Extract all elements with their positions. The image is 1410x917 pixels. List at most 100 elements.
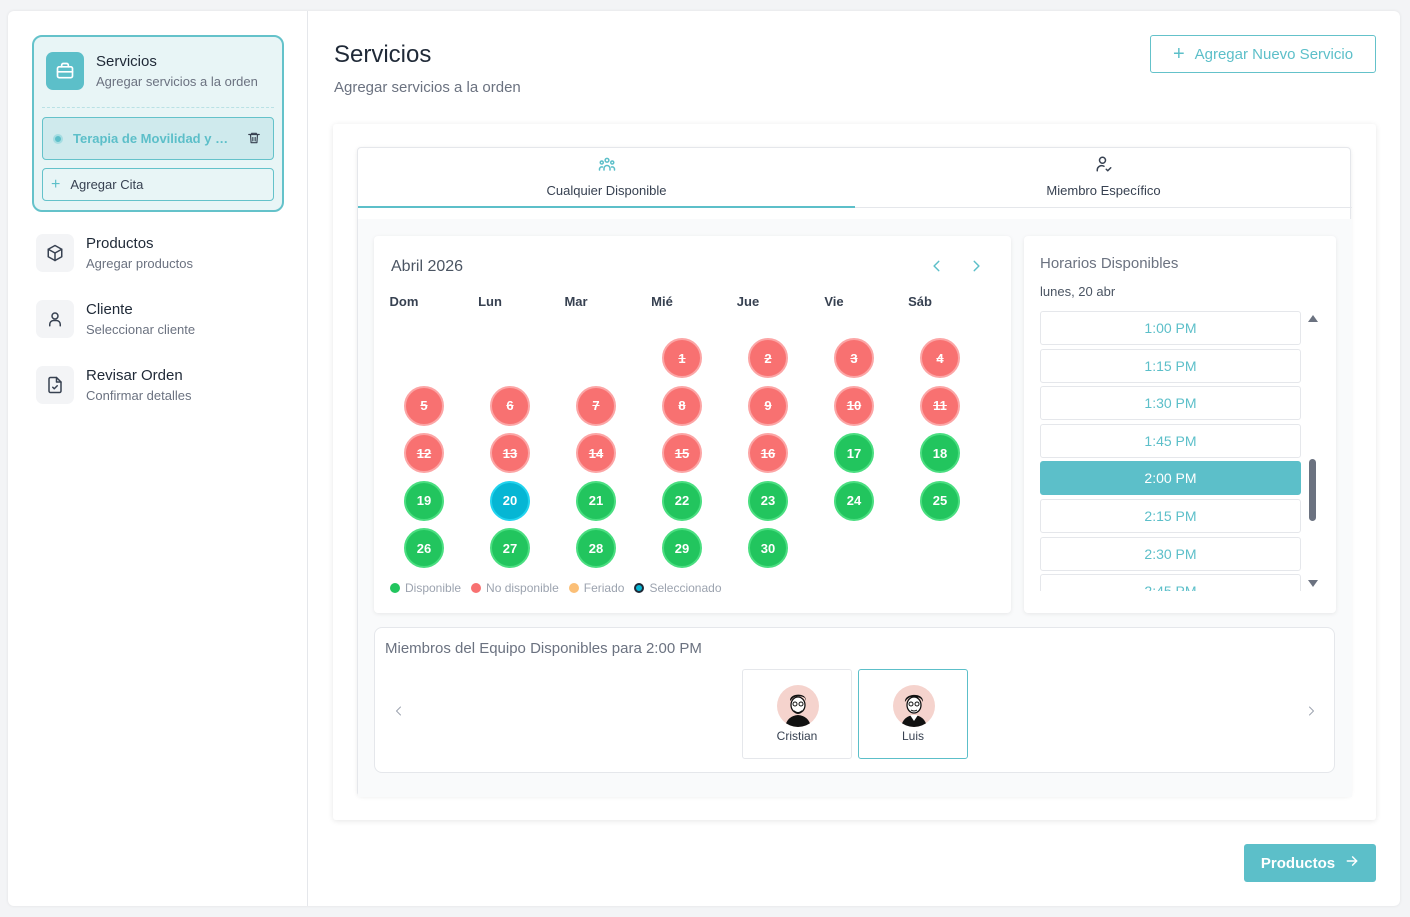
tab-miembro-especifico[interactable]: Miembro Específico bbox=[855, 148, 1352, 208]
chevron-right-icon[interactable] bbox=[964, 254, 988, 278]
step-cliente[interactable]: Cliente Seleccionar cliente bbox=[36, 300, 296, 344]
scroll-up-icon[interactable] bbox=[1308, 315, 1318, 322]
calendar-day[interactable]: 23 bbox=[748, 480, 788, 521]
calendar-day[interactable]: 7 bbox=[576, 385, 616, 426]
trash-icon[interactable] bbox=[247, 131, 261, 150]
page-title: Servicios bbox=[334, 41, 432, 68]
scheduler-body: Abril 2026 Disponible No disponible Feriad… bbox=[358, 219, 1352, 797]
calendar-day[interactable]: 17 bbox=[834, 433, 874, 474]
calendar-day[interactable]: 6 bbox=[490, 385, 530, 426]
calendar-day[interactable]: 22 bbox=[662, 480, 702, 521]
tab-bar: Cualquier Disponible Miembro Específico bbox=[358, 148, 1352, 208]
sidebar: Servicios Agregar servicios a la orden T… bbox=[8, 11, 308, 906]
step-subtitle: Seleccionar cliente bbox=[86, 322, 196, 337]
calendar-day[interactable]: 29 bbox=[662, 528, 702, 569]
calendar-day[interactable]: 18 bbox=[920, 433, 960, 474]
time-slot[interactable]: 1:00 PM bbox=[1040, 311, 1301, 345]
calendar-day[interactable]: 19 bbox=[404, 480, 444, 521]
calendar-day[interactable]: 11 bbox=[920, 385, 960, 426]
add-appointment-button[interactable]: + Agregar Cita bbox=[42, 168, 274, 201]
step-subtitle: Confirmar detalles bbox=[86, 388, 192, 403]
calendar-day[interactable]: 13 bbox=[490, 433, 530, 474]
calendar-day[interactable]: 30 bbox=[748, 528, 788, 569]
time-slot[interactable]: 1:45 PM bbox=[1040, 423, 1301, 458]
weekday-header: Mar bbox=[564, 294, 588, 309]
weekday-header: Sáb bbox=[908, 294, 932, 309]
weekday-header: Mié bbox=[651, 294, 673, 309]
calendar-day[interactable]: 10 bbox=[834, 385, 874, 426]
add-service-button[interactable]: + Agregar Nuevo Servicio bbox=[1150, 35, 1376, 73]
calendar-day[interactable]: 26 bbox=[404, 528, 444, 569]
scroll-down-icon[interactable] bbox=[1308, 580, 1318, 587]
user-check-icon bbox=[1095, 155, 1113, 178]
briefcase-icon bbox=[46, 52, 84, 90]
step-productos[interactable]: Productos Agregar productos bbox=[36, 234, 296, 278]
next-button-label: Productos bbox=[1260, 854, 1336, 872]
selected-service-chip[interactable]: Terapia de Movilidad y Flexibilidad bbox=[42, 117, 274, 160]
calendar-day[interactable]: 27 bbox=[490, 528, 530, 569]
time-slot[interactable]: 2:45 PM bbox=[1040, 574, 1301, 591]
step-title: Cliente bbox=[86, 301, 133, 318]
time-slots-panel: Horarios Disponibles lunes, 20 abr 1:00 … bbox=[1024, 236, 1336, 613]
tab-cualquier-disponible[interactable]: Cualquier Disponible bbox=[358, 148, 855, 208]
selected-date: lunes, 20 abr bbox=[1040, 284, 1116, 299]
calendar-day[interactable]: 25 bbox=[920, 480, 960, 521]
step-servicios[interactable]: Servicios Agregar servicios a la orden T… bbox=[32, 35, 284, 212]
calendar-day[interactable]: 5 bbox=[404, 385, 444, 426]
chevron-left-icon[interactable] bbox=[393, 704, 405, 723]
legend-dot bbox=[568, 583, 579, 593]
legend-dot bbox=[634, 583, 645, 593]
chevron-left-icon[interactable] bbox=[925, 254, 949, 278]
calendar-day[interactable]: 24 bbox=[834, 480, 874, 521]
legend-item: No disponible bbox=[471, 581, 559, 595]
calendar-day[interactable]: 28 bbox=[576, 528, 616, 569]
weekday-header: Lun bbox=[478, 294, 502, 309]
scroll-thumb[interactable] bbox=[1309, 459, 1316, 521]
calendar-legend: Disponible No disponible Feriado Selecciona… bbox=[390, 581, 722, 595]
service-name: Terapia de Movilidad y Flexibilidad bbox=[73, 131, 235, 146]
scrollbar[interactable] bbox=[1308, 311, 1318, 591]
calendar-day[interactable]: 15 bbox=[662, 433, 702, 474]
calendar-day[interactable]: 16 bbox=[748, 433, 788, 474]
box-icon bbox=[36, 234, 74, 272]
chevron-right-icon[interactable] bbox=[1305, 704, 1317, 723]
legend-label: Feriado bbox=[583, 581, 625, 595]
step-subtitle: Agregar productos bbox=[86, 256, 193, 271]
file-check-icon bbox=[36, 366, 74, 404]
calendar-day[interactable]: 4 bbox=[920, 338, 960, 378]
calendar-month: Abril 2026 bbox=[391, 258, 464, 275]
step-revisar-orden[interactable]: Revisar Orden Confirmar detalles bbox=[36, 366, 296, 410]
step-title: Servicios bbox=[96, 53, 157, 70]
app-window: Servicios Agregar servicios a la orden T… bbox=[8, 11, 1400, 906]
next-products-button[interactable]: Productos bbox=[1244, 844, 1376, 882]
time-slot[interactable]: 1:15 PM bbox=[1040, 348, 1301, 383]
member-card[interactable]: Cristian bbox=[742, 669, 852, 759]
calendar-day[interactable]: 9 bbox=[748, 385, 788, 426]
time-slot[interactable]: 1:30 PM bbox=[1040, 386, 1301, 421]
calendar-day[interactable]: 20 bbox=[490, 480, 530, 521]
calendar-day[interactable]: 3 bbox=[834, 338, 874, 378]
legend-dot bbox=[390, 583, 400, 593]
calendar-day[interactable]: 14 bbox=[576, 433, 616, 474]
member-card[interactable]: Luis bbox=[858, 669, 968, 759]
time-slots-title: Horarios Disponibles bbox=[1040, 255, 1179, 272]
calendar-day[interactable]: 1 bbox=[662, 338, 702, 378]
time-slot[interactable]: 2:30 PM bbox=[1040, 536, 1301, 571]
step-title: Revisar Orden bbox=[86, 367, 183, 384]
legend-label: Disponible bbox=[405, 581, 462, 595]
time-slot[interactable]: 2:00 PM bbox=[1040, 461, 1301, 496]
time-slot-list: 1:00 PM 1:15 PM 1:30 PM 1:45 PM 2:00 PM 2:15 … bbox=[1040, 311, 1301, 591]
calendar-day[interactable]: 21 bbox=[576, 480, 616, 521]
arrow-right-icon bbox=[1345, 854, 1359, 872]
step-title: Productos bbox=[86, 235, 154, 252]
users-icon bbox=[598, 155, 616, 178]
time-slot[interactable]: 2:15 PM bbox=[1040, 499, 1301, 533]
weekday-header: Dom bbox=[389, 294, 419, 309]
calendar-day[interactable]: 8 bbox=[662, 385, 702, 426]
calendar-day[interactable]: 2 bbox=[748, 338, 788, 378]
avatar bbox=[777, 685, 819, 727]
calendar-day[interactable]: 12 bbox=[404, 433, 444, 474]
legend-dot bbox=[471, 583, 482, 593]
scheduler-panel: Cualquier Disponible Miembro Específico … bbox=[357, 147, 1352, 797]
team-title: Miembros del Equipo Disponibles para 2:0… bbox=[385, 640, 702, 657]
